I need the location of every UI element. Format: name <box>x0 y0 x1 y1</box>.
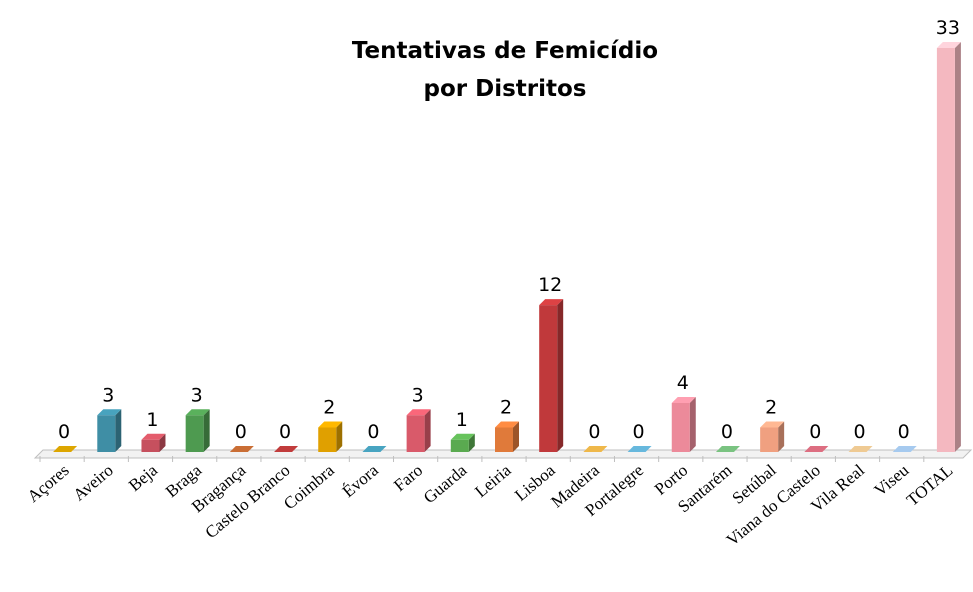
bar-face <box>450 433 475 440</box>
x-tick-label: Aveiro <box>69 461 116 505</box>
value-label: 2 <box>500 397 512 419</box>
bar-face <box>362 446 387 452</box>
bar <box>760 421 785 452</box>
bar-face <box>318 421 343 428</box>
bar <box>406 409 431 452</box>
bar <box>627 446 652 452</box>
x-tick-label: Faro <box>390 461 426 496</box>
bar-face <box>318 427 337 452</box>
bar-face <box>406 409 431 416</box>
bar <box>362 446 387 452</box>
value-label: 3 <box>191 384 203 406</box>
bar-face <box>539 305 558 452</box>
bar-face <box>450 439 469 452</box>
bar <box>229 446 254 452</box>
bar <box>97 409 122 452</box>
bar-face <box>97 409 122 416</box>
bar <box>539 299 564 452</box>
bar-face <box>141 439 160 452</box>
bar-face <box>760 427 779 452</box>
value-label: 0 <box>367 421 379 443</box>
bar-face <box>671 403 690 452</box>
bar-face <box>97 415 116 452</box>
bar-face <box>203 409 210 452</box>
value-label: 3 <box>412 384 424 406</box>
x-tick-label: Évora <box>339 460 383 501</box>
value-label: 0 <box>235 421 247 443</box>
bar-face <box>689 397 696 452</box>
bar-face <box>954 42 961 452</box>
bar <box>892 446 917 452</box>
bar <box>450 433 475 452</box>
bar-face <box>336 421 343 452</box>
value-label: 0 <box>898 421 910 443</box>
bar-face <box>185 415 204 452</box>
value-label: 1 <box>456 409 468 431</box>
bar-face <box>495 421 519 428</box>
value-label: 2 <box>765 397 777 419</box>
bar-face <box>495 427 513 452</box>
value-label: 4 <box>677 372 689 394</box>
bar <box>671 397 696 452</box>
bar-face <box>141 433 166 440</box>
bar-face <box>671 397 696 404</box>
value-label: 0 <box>853 421 865 443</box>
bar <box>848 446 873 452</box>
value-label: 2 <box>323 397 335 419</box>
bar-face <box>936 48 955 452</box>
bar <box>141 433 166 452</box>
value-label: 12 <box>538 274 562 296</box>
bar <box>936 42 961 452</box>
value-label: 0 <box>58 421 70 443</box>
value-label: 0 <box>633 421 645 443</box>
bar <box>318 421 343 452</box>
bar-face <box>274 446 299 452</box>
bar-face <box>715 446 740 452</box>
bar <box>185 409 210 452</box>
chart-title: por Distritos <box>424 76 587 102</box>
value-label: 0 <box>809 421 821 443</box>
x-tick-label: Leiria <box>471 460 515 501</box>
bar-face <box>53 446 78 452</box>
value-label: 33 <box>936 17 960 39</box>
bar-face <box>468 433 475 452</box>
bar-face <box>892 446 917 452</box>
bar-face <box>513 421 519 452</box>
chart-title: Tentativas de Femicídio <box>352 38 658 64</box>
value-label: 0 <box>588 421 600 443</box>
bar-face <box>229 446 254 452</box>
value-label: 1 <box>146 409 158 431</box>
bar-face <box>848 446 873 452</box>
bar-face <box>406 415 425 452</box>
bar-face <box>159 433 166 452</box>
x-tick-label: Açores <box>24 461 73 507</box>
bar-face <box>539 299 564 306</box>
bar <box>715 446 740 452</box>
bar <box>274 446 299 452</box>
bar-face <box>804 446 829 452</box>
bar <box>495 421 519 452</box>
bar-face <box>760 421 785 428</box>
bar <box>53 446 78 452</box>
bar-face <box>627 446 652 452</box>
x-tick-label: Coimbra <box>280 460 338 513</box>
value-label: 0 <box>279 421 291 443</box>
value-label: 0 <box>721 421 733 443</box>
value-label: 3 <box>102 384 114 406</box>
bar-face <box>778 421 785 452</box>
bar <box>583 446 608 452</box>
bar-face <box>115 409 122 452</box>
x-tick-label: Guarda <box>420 460 471 507</box>
x-tick-label: TOTAL <box>903 461 957 510</box>
bar-face <box>557 299 564 452</box>
bar-face <box>583 446 608 452</box>
floor <box>33 449 973 459</box>
bar-face <box>936 42 961 48</box>
x-tick-label: Beja <box>125 460 161 495</box>
bar-face <box>424 409 431 452</box>
bar-face <box>185 409 210 416</box>
bar <box>804 446 829 452</box>
